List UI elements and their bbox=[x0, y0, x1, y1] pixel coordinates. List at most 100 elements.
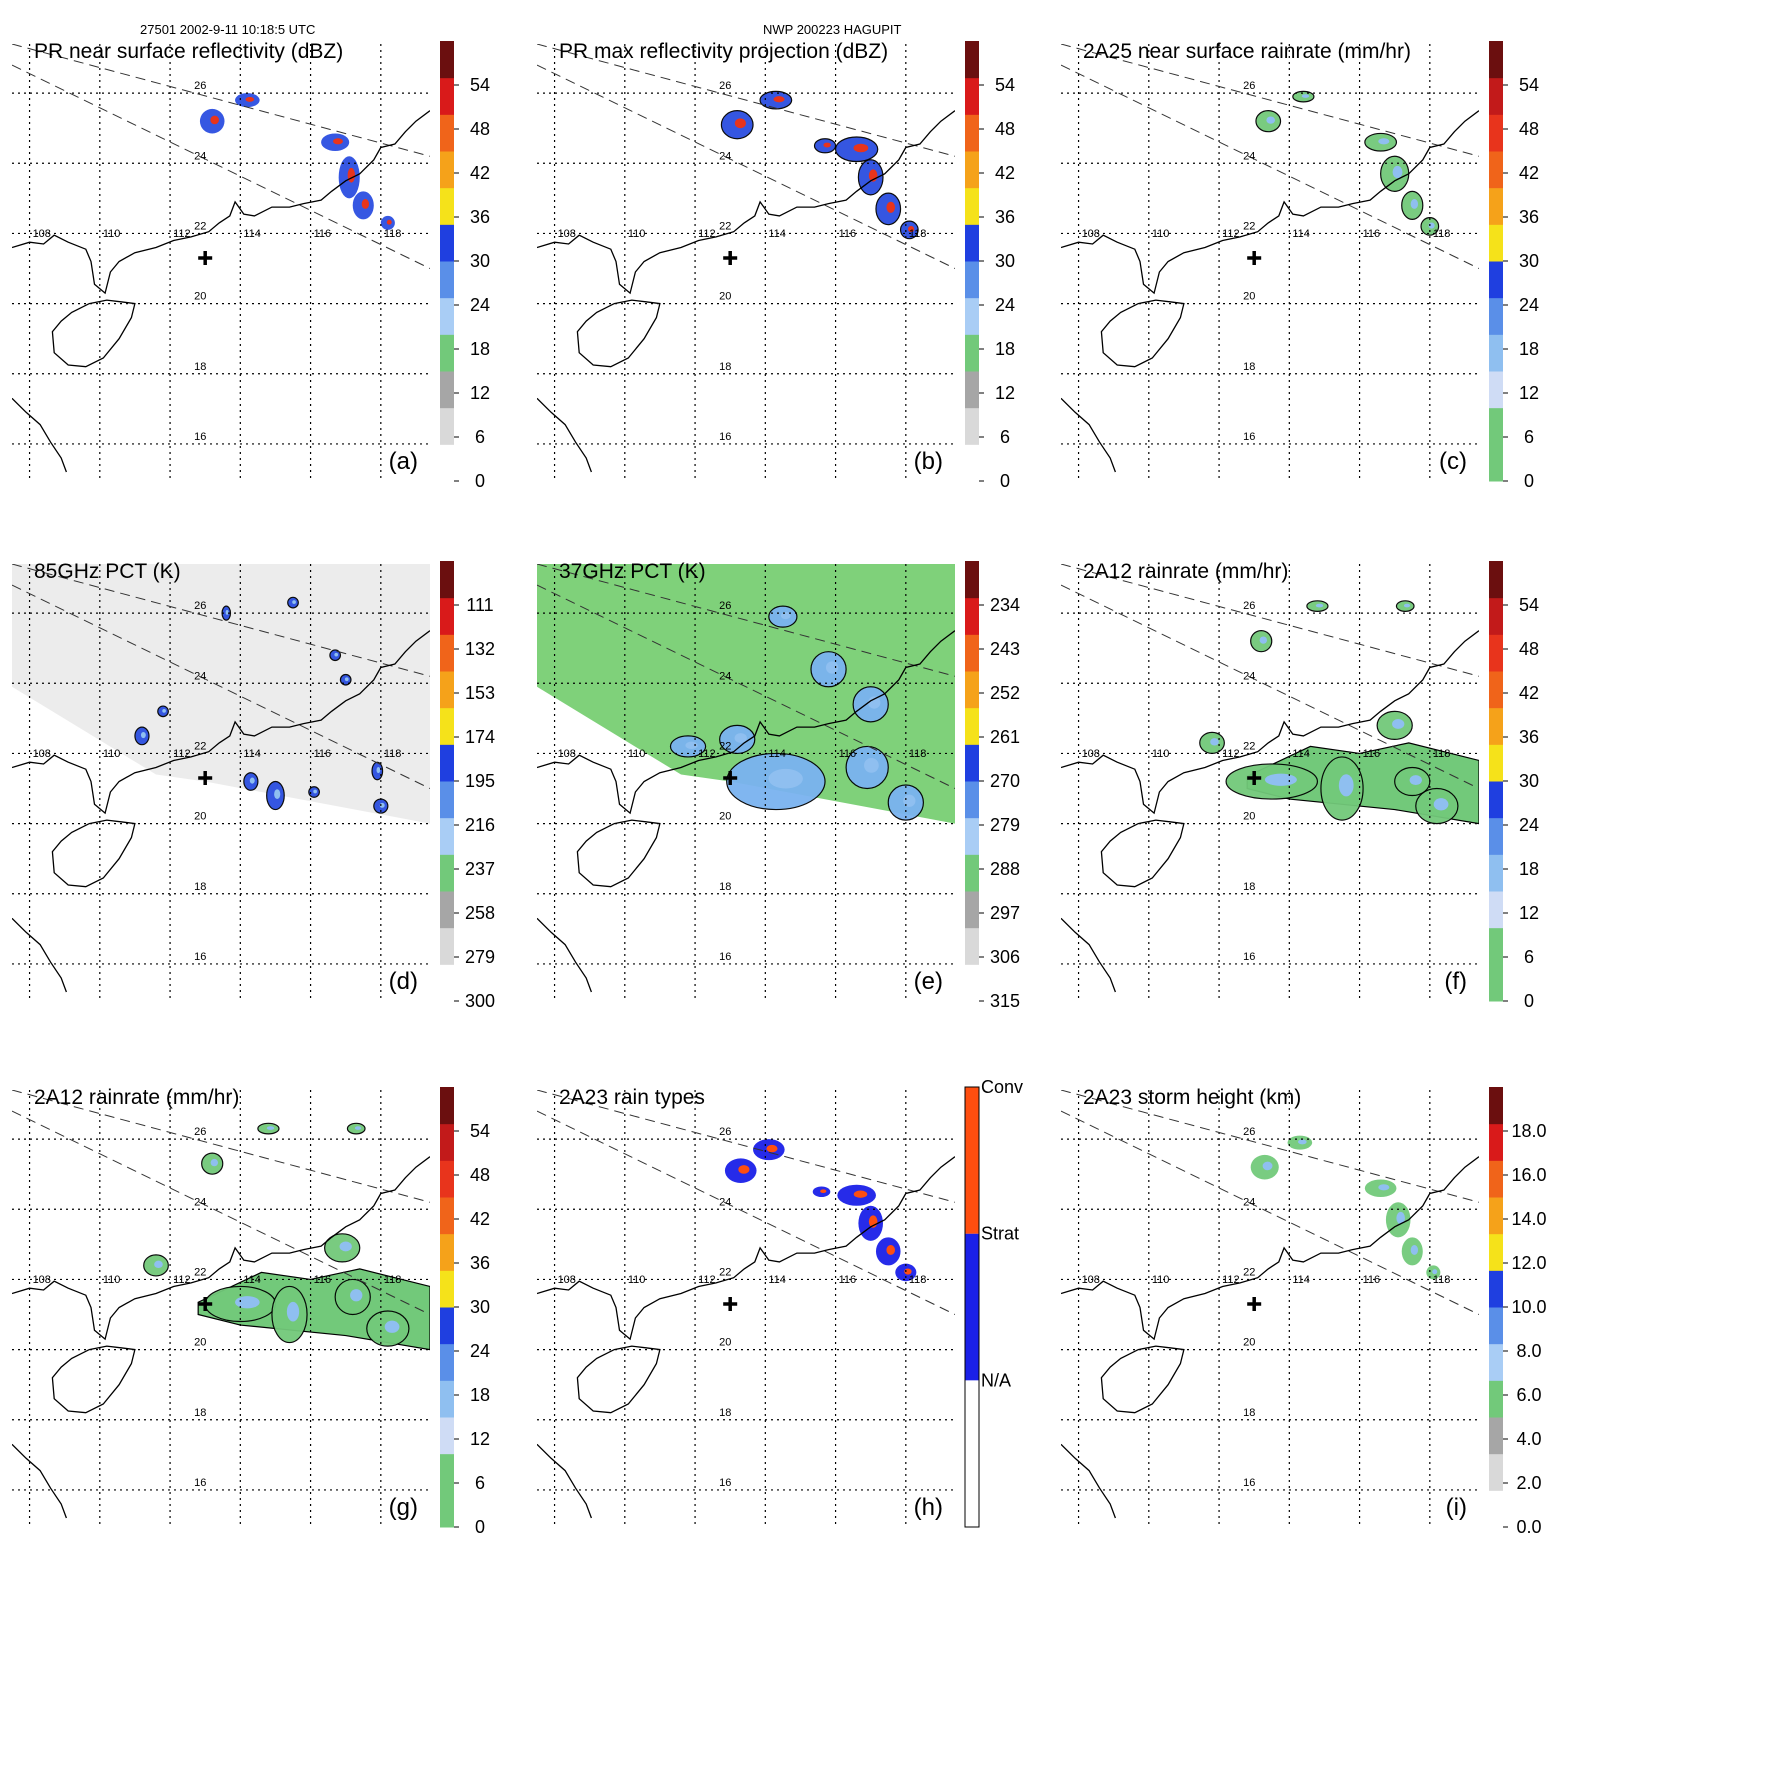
lon-label: 118 bbox=[1433, 748, 1451, 760]
colorbar-tick-label: 16.0 bbox=[1511, 1165, 1546, 1185]
lon-label: 116 bbox=[839, 748, 857, 760]
colorbar-segment bbox=[440, 187, 454, 225]
lon-label: 112 bbox=[1222, 228, 1240, 240]
lat-label: 16 bbox=[719, 431, 731, 443]
colorbar-tick-label: 0 bbox=[1524, 471, 1534, 491]
panel-title: 85GHz PCT (K) bbox=[34, 560, 181, 583]
colorbar-tick-label: 279 bbox=[990, 815, 1020, 835]
coastline bbox=[12, 110, 430, 295]
lat-label: 24 bbox=[1243, 150, 1255, 162]
rain-core bbox=[235, 1296, 260, 1309]
colorbar-segment bbox=[1489, 817, 1503, 855]
colorbar-tick-label: 54 bbox=[1519, 75, 1539, 95]
swath-edge bbox=[537, 44, 955, 157]
colorbar-tick-label: 14.0 bbox=[1511, 1209, 1546, 1229]
lat-label: 20 bbox=[194, 291, 206, 303]
lon-label: 108 bbox=[1082, 228, 1100, 240]
colorbar-segment bbox=[965, 964, 979, 1002]
colorbar-segment bbox=[965, 224, 979, 262]
colorbar-segment bbox=[440, 151, 454, 189]
colorbar-segment bbox=[440, 1343, 454, 1381]
vietnam-coastline bbox=[537, 1443, 593, 1519]
lon-label: 116 bbox=[1363, 1274, 1381, 1286]
lat-label: 18 bbox=[719, 881, 731, 893]
colorbar-tick-label: 30 bbox=[1519, 251, 1539, 271]
lat-label: 24 bbox=[194, 1196, 206, 1208]
colorbar-segment bbox=[1489, 927, 1503, 965]
rain-core bbox=[864, 757, 879, 773]
lon-label: 116 bbox=[839, 1274, 857, 1286]
panel-b: 108 110 112 114 116 118 26 24 22 20 18 16 PR max ref… bbox=[537, 40, 1015, 491]
colorbar-tick-label: 243 bbox=[990, 639, 1020, 659]
panel-title: PR max reflectivity projection (dBZ) bbox=[559, 40, 888, 63]
lon-label: 110 bbox=[103, 748, 121, 760]
lon-label: 110 bbox=[103, 1274, 121, 1286]
vietnam-coastline bbox=[1061, 1443, 1117, 1519]
pmw-swath-background bbox=[12, 564, 430, 824]
panel-c: 108 110 112 114 116 118 26 24 22 20 18 16 2A25 near … bbox=[1061, 40, 1539, 491]
panel-e: 108 110 112 114 116 118 26 24 22 20 18 16 37GHz PCT … bbox=[537, 560, 1020, 1011]
colorbar-segment bbox=[440, 41, 454, 79]
map-area: 108 110 112 114 116 118 26 24 22 20 18 16 bbox=[537, 44, 955, 479]
colorbar-segment bbox=[1489, 1197, 1503, 1235]
vietnam-coastline bbox=[537, 397, 593, 473]
rain-core bbox=[1403, 603, 1411, 608]
rain-core bbox=[768, 768, 803, 789]
swath-edge bbox=[537, 64, 955, 269]
lon-label: 108 bbox=[558, 228, 576, 240]
colorbar-tick-label: 234 bbox=[990, 595, 1020, 615]
swath-edge bbox=[12, 1090, 430, 1203]
rain-core bbox=[347, 167, 356, 183]
panel-letter: (b) bbox=[914, 448, 943, 475]
storm-center-cross bbox=[1247, 250, 1262, 265]
colorbar-segment bbox=[440, 927, 454, 965]
panel-title: 37GHz PCT (K) bbox=[559, 560, 706, 583]
vietnam-coastline bbox=[12, 917, 68, 993]
lon-label: 112 bbox=[698, 1274, 716, 1286]
colorbar-tick-label: 2.0 bbox=[1516, 1473, 1541, 1493]
lon-label: 118 bbox=[384, 1274, 402, 1286]
lat-label: 20 bbox=[194, 811, 206, 823]
colorbar-segment bbox=[1489, 1307, 1503, 1345]
storm-info-text: NWP 200223 HAGUPIT bbox=[763, 22, 902, 37]
swath-edge bbox=[12, 1110, 430, 1315]
lon-label: 110 bbox=[1152, 1274, 1170, 1286]
colorbar-tick-label: 24 bbox=[1519, 295, 1539, 315]
hainan-coastline bbox=[576, 1345, 661, 1414]
rain-core bbox=[1392, 719, 1405, 729]
panel-title: 2A23 rain types bbox=[559, 1086, 705, 1109]
lat-label: 18 bbox=[194, 881, 206, 893]
vietnam-coastline bbox=[1061, 917, 1117, 993]
colorbar-segment bbox=[965, 1233, 979, 1381]
rain-core bbox=[361, 199, 370, 209]
colorbar-tick-label: 18.0 bbox=[1511, 1121, 1546, 1141]
colorbar-segment bbox=[440, 444, 454, 482]
colorbar-segment bbox=[965, 41, 979, 79]
colorbar-tick-label: 0 bbox=[475, 471, 485, 491]
lon-label: 110 bbox=[628, 1274, 646, 1286]
colorbar-segment bbox=[1489, 707, 1503, 745]
lon-label: 112 bbox=[173, 1274, 191, 1286]
colorbar-segment bbox=[1489, 77, 1503, 115]
rain-core bbox=[825, 661, 839, 674]
lat-label: 24 bbox=[719, 1196, 731, 1208]
colorbar-tick-label: 0.0 bbox=[1516, 1517, 1541, 1537]
colorbar-segment bbox=[440, 597, 454, 635]
colorbar-segment bbox=[440, 1380, 454, 1418]
colorbar-tick-label: 6 bbox=[1524, 947, 1534, 967]
colorbar: 0 6 12 18 24 30 36 42 48 54 bbox=[1489, 41, 1539, 491]
colorbar-tick-label: 153 bbox=[465, 683, 495, 703]
storm-center-cross bbox=[1247, 770, 1262, 785]
storm-center-cross bbox=[723, 250, 738, 265]
swath-edge bbox=[12, 584, 430, 789]
colorbar-segment bbox=[965, 744, 979, 782]
rain-core bbox=[1392, 165, 1403, 179]
swath-edge bbox=[1061, 1110, 1479, 1315]
lon-label: 110 bbox=[103, 228, 121, 240]
lon-label: 114 bbox=[1292, 748, 1310, 760]
colorbar-segment bbox=[1489, 1453, 1503, 1491]
lat-label: 18 bbox=[194, 1407, 206, 1419]
lon-label: 110 bbox=[1152, 228, 1170, 240]
orbit-info-text: 27501 2002-9-11 10:18:5 UTC bbox=[140, 22, 316, 37]
storm-center-cross bbox=[198, 770, 213, 785]
